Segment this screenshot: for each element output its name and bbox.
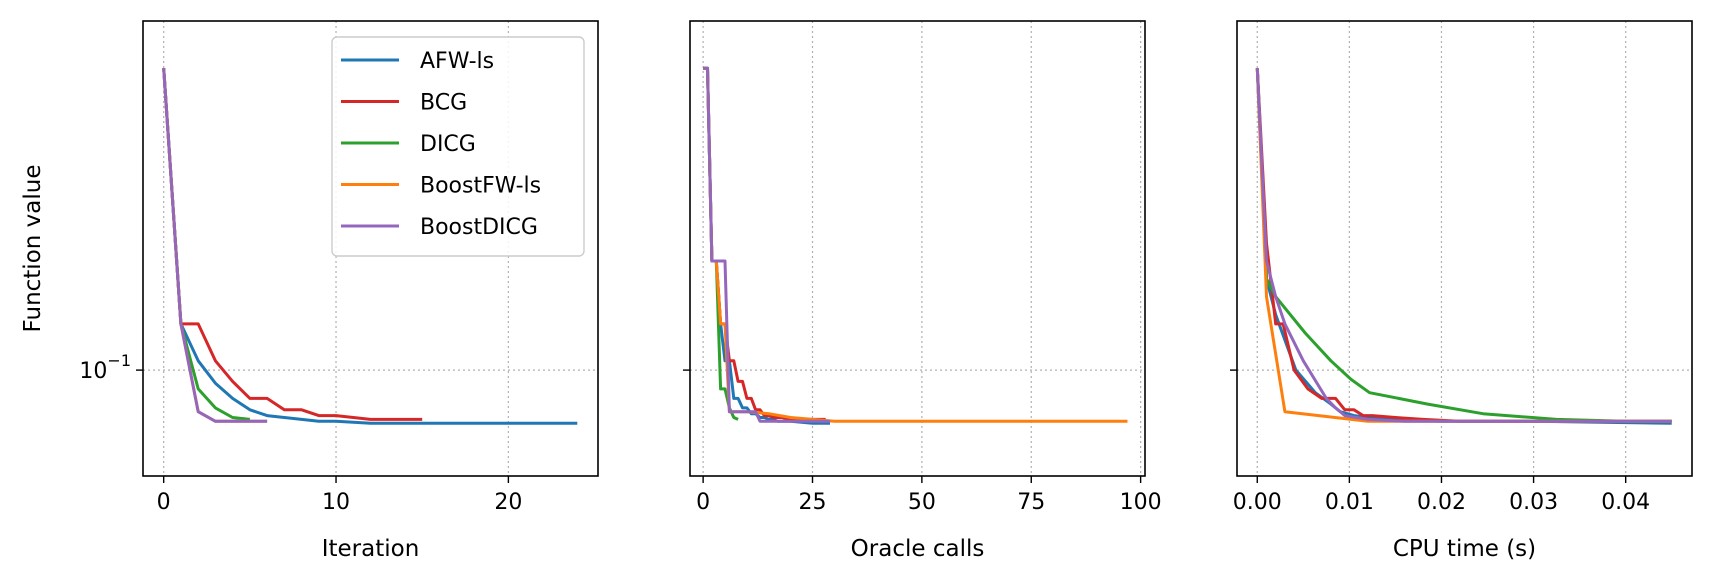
y-axis-label: Function value — [20, 165, 46, 333]
y-tick-label: 10−1 — [79, 351, 131, 384]
series-line-dicg — [1255, 68, 1672, 423]
series-line-boostfw-ls — [162, 68, 268, 423]
legend: AFW-ls BCG DICG BoostFW-ls BoostDICG — [331, 36, 585, 257]
axes-frame — [142, 20, 599, 477]
legend-label-afw-ls: AFW-ls — [420, 49, 494, 74]
x-tick-label: 0.00 — [1233, 490, 1282, 515]
x-tick-label: 0.03 — [1509, 490, 1558, 515]
x-tick-label: 50 — [908, 490, 936, 515]
x-tick-label: 10 — [322, 490, 350, 515]
x-tick-label: 100 — [1120, 490, 1162, 515]
x-tick-label: 0.04 — [1601, 490, 1650, 515]
series-line-bcg — [703, 66, 826, 421]
x-tick-label: 0 — [696, 490, 710, 515]
series-line-boostdicg — [703, 66, 830, 423]
panel-oracle-calls: 0 25 50 75 100 Oracle calls — [683, 20, 1162, 562]
axes-frame — [689, 20, 1146, 477]
legend-label-boostfw-ls: BoostFW-ls — [420, 174, 541, 199]
axes-frame — [1236, 20, 1693, 477]
x-axis-label: Iteration — [322, 536, 420, 562]
series-line-boostfw-ls — [703, 66, 1128, 423]
series-line-bcg — [162, 68, 423, 421]
x-tick-label: 0.02 — [1417, 490, 1466, 515]
series-line-bcg — [1255, 68, 1672, 423]
x-tick-label: 20 — [494, 490, 522, 515]
series-line-boostdicg — [162, 68, 268, 423]
legend-label-dicg: DICG — [420, 132, 476, 157]
series-line-afw-ls — [1255, 68, 1672, 425]
legend-box — [331, 36, 585, 257]
x-tick-label: 0 — [157, 490, 171, 515]
series-line-afw-ls — [162, 68, 578, 425]
series-line-boostfw-ls — [1255, 68, 1672, 423]
x-tick-label: 25 — [799, 490, 827, 515]
panel-iteration: 0 10 20 Iteration 10−1 Function value — [20, 20, 599, 562]
x-axis-label: Oracle calls — [851, 536, 985, 562]
panel-cpu-time: 0.00 0.01 0.02 0.03 0.04 CPU time (s) — [1230, 20, 1693, 562]
series-line-boostdicg — [1255, 68, 1672, 423]
legend-label-bcg: BCG — [420, 91, 467, 116]
x-tick-label: 0.01 — [1325, 490, 1374, 515]
x-axis-label: CPU time (s) — [1393, 536, 1536, 562]
legend-label-boostdicg: BoostDICG — [420, 215, 538, 240]
x-tick-label: 75 — [1017, 490, 1045, 515]
